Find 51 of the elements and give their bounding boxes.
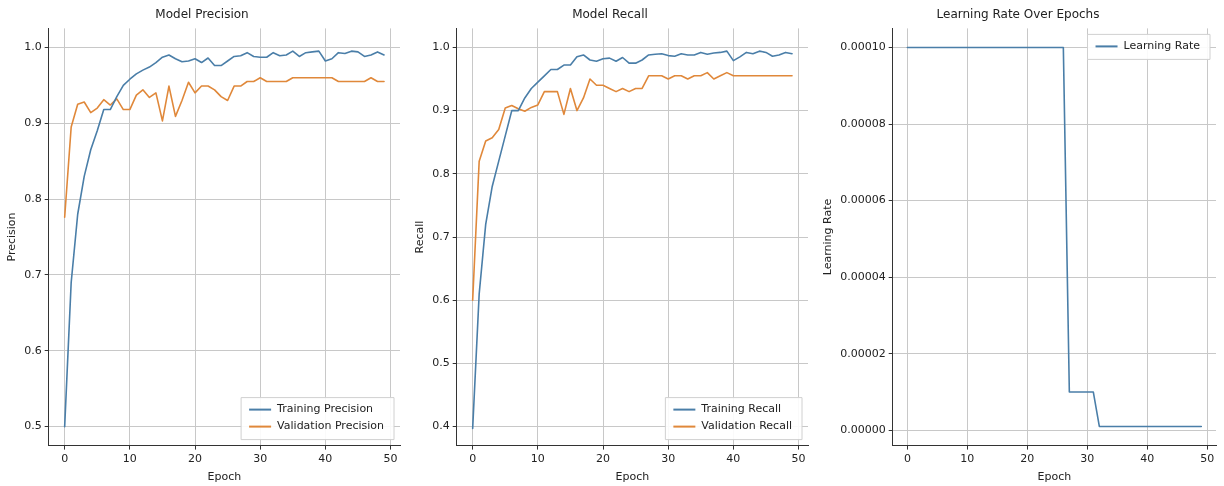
x-tick-label: 40 [1140, 452, 1155, 466]
x-tick-label: 20 [188, 452, 203, 466]
y-tick-label: 0.6 [432, 293, 450, 307]
y-tick-label: 0.00006 [840, 193, 886, 207]
x-tick-label: 50 [791, 452, 806, 466]
chart-title: Model Precision [155, 7, 249, 22]
chart-title: Model Recall [572, 7, 648, 22]
y-axis-title: Precision [5, 212, 19, 262]
x-axis-title: Epoch [1037, 470, 1072, 484]
y-tick-label: 0.8 [24, 191, 42, 205]
y-tick-label: 0.7 [432, 229, 450, 243]
y-tick-label: 1.0 [24, 40, 42, 54]
y-tick-label: 0.00002 [840, 346, 886, 360]
y-tick-label: 0.8 [432, 166, 450, 180]
x-tick-label: 30 [661, 452, 676, 466]
y-tick-label: 0.7 [24, 267, 42, 281]
legend-label: Validation Precision [277, 419, 385, 433]
y-tick-label: 0.4 [432, 419, 450, 433]
x-tick-label: 20 [596, 452, 611, 466]
x-tick-label: 30 [253, 452, 268, 466]
legend-label: Learning Rate [1123, 39, 1201, 53]
y-tick-label: 1.0 [432, 40, 450, 54]
x-tick-label: 10 [122, 452, 137, 466]
y-tick-label: 0.5 [24, 419, 42, 433]
x-tick-label: 50 [1200, 452, 1215, 466]
legend-label: Validation Recall [701, 419, 793, 433]
x-tick-label: 0 [469, 452, 477, 466]
x-tick-label: 10 [530, 452, 545, 466]
x-tick-label: 0 [903, 452, 911, 466]
x-axis-title: Epoch [207, 470, 242, 484]
x-tick-label: 10 [960, 452, 975, 466]
y-tick-label: 0.5 [432, 356, 450, 370]
y-tick-label: 0.9 [432, 103, 450, 117]
y-tick-label: 0.00004 [840, 270, 886, 284]
x-tick-label: 20 [1020, 452, 1035, 466]
y-tick-label: 0.00008 [840, 116, 886, 130]
y-tick-label: 0.00000 [840, 423, 886, 437]
chart-title: Learning Rate Over Epochs [936, 7, 1100, 22]
x-tick-label: 30 [1080, 452, 1095, 466]
legend-label: Training Recall [700, 402, 782, 416]
y-tick-label: 0.9 [24, 116, 42, 130]
y-axis-title: Learning Rate [821, 198, 835, 276]
y-tick-label: 0.6 [24, 343, 42, 357]
x-axis-title: Epoch [615, 470, 650, 484]
x-tick-label: 50 [383, 452, 398, 466]
x-tick-label: 40 [318, 452, 333, 466]
y-tick-label: 0.00010 [840, 40, 886, 54]
x-tick-label: 0 [61, 452, 69, 466]
legend-label: Training Precision [276, 402, 374, 416]
y-axis-title: Recall [413, 220, 427, 254]
x-tick-label: 40 [726, 452, 741, 466]
